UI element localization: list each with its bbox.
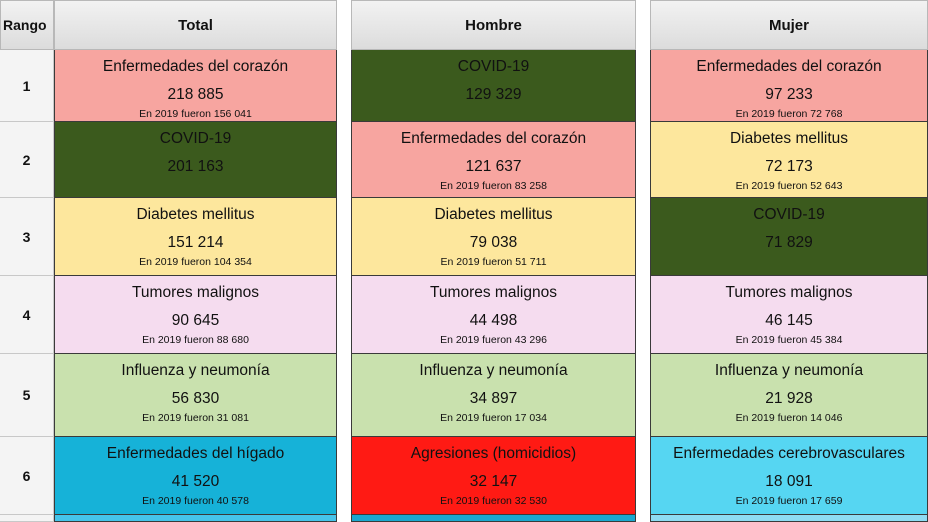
cause-name: Enfermedades cerebrovasculares	[673, 445, 905, 462]
total-cause-cell: Tumores malignos 90 645 En 2019 fueron 8…	[54, 276, 337, 354]
cause-name: Tumores malignos	[725, 284, 853, 301]
mujer-cause-cell: Diabetes mellitus 72 173 En 2019 fueron …	[650, 122, 928, 198]
previous-year-note: En 2019 fueron 72 768	[735, 108, 843, 120]
cause-name: Influenza y neumonía	[714, 362, 864, 379]
cause-name: Tumores malignos	[132, 284, 259, 301]
cause-name: Enfermedades del corazón	[102, 58, 289, 75]
mujer-column: Mujer Enfermedades del corazón 97 233 En…	[650, 0, 928, 522]
rank-4: 4	[0, 276, 54, 354]
mujer-cause-cell: Enfermedades del corazón 97 233 En 2019 …	[650, 50, 928, 122]
total-cause-cell: Diabetes mellitus 151 214 En 2019 fueron…	[54, 198, 337, 276]
rank-2: 2	[0, 122, 54, 198]
mujer-cause-cell: COVID-19 71 829	[650, 198, 928, 276]
death-count: 90 645	[171, 312, 220, 329]
death-count: 32 147	[469, 473, 518, 490]
rank-5: 5	[0, 354, 54, 437]
hombre-cause-cell-partial	[351, 515, 636, 522]
previous-year-note: En 2019 fueron 45 384	[735, 334, 843, 346]
rank-6: 6	[0, 437, 54, 515]
total-cause-cell-partial	[54, 515, 337, 522]
death-count: 21 928	[765, 390, 813, 407]
cause-name: Influenza y neumonía	[121, 362, 270, 379]
total-header: Total	[54, 0, 337, 50]
cause-name: Tumores malignos	[430, 284, 557, 301]
previous-year-note: En 2019 fueron 52 643	[735, 180, 843, 192]
cause-name: Influenza y neumonía	[419, 362, 568, 379]
mujer-header: Mujer	[650, 0, 928, 50]
previous-year-note: En 2019 fueron 31 081	[142, 412, 249, 424]
hombre-cause-cell: Influenza y neumonía 34 897 En 2019 fuer…	[351, 354, 636, 437]
death-count: 151 214	[167, 234, 224, 251]
death-count: 72 173	[765, 158, 813, 175]
previous-year-note: En 2019 fueron 156 041	[139, 108, 252, 120]
death-count: 218 885	[167, 86, 224, 103]
mujer-cause-cell-partial	[650, 515, 928, 522]
rank-column: Rango 1 2 3 4 5 6	[0, 0, 54, 522]
total-cause-cell: Enfermedades del corazón 218 885 En 2019…	[54, 50, 337, 122]
previous-year-note: En 2019 fueron 14 046	[735, 412, 843, 424]
mujer-cause-cell: Influenza y neumonía 21 928 En 2019 fuer…	[650, 354, 928, 437]
death-count: 79 038	[469, 234, 518, 251]
cause-name: Enfermedades del corazón	[696, 58, 882, 75]
previous-year-note: En 2019 fueron 40 578	[142, 495, 249, 507]
cause-name: Diabetes mellitus	[434, 206, 553, 223]
total-cause-cell: COVID-19 201 163	[54, 122, 337, 198]
mujer-cause-cell: Enfermedades cerebrovasculares 18 091 En…	[650, 437, 928, 515]
cause-name: Agresiones (homicidios)	[410, 445, 577, 462]
death-count: 201 163	[167, 158, 224, 175]
previous-year-note: En 2019 fueron 17 659	[735, 495, 843, 507]
total-cause-cell: Influenza y neumonía 56 830 En 2019 fuer…	[54, 354, 337, 437]
death-count: 97 233	[765, 86, 813, 103]
cause-name: COVID-19	[159, 130, 232, 147]
death-count: 46 145	[765, 312, 813, 329]
cause-name: COVID-19	[753, 206, 825, 223]
total-column: Total Enfermedades del corazón 218 885 E…	[54, 0, 337, 522]
cause-name: Diabetes mellitus	[729, 130, 849, 147]
hombre-cause-cell: Enfermedades del corazón 121 637 En 2019…	[351, 122, 636, 198]
previous-year-note: En 2019 fueron 104 354	[139, 256, 252, 268]
cause-name: Enfermedades del hígado	[106, 445, 285, 462]
death-count: 56 830	[171, 390, 220, 407]
hombre-header: Hombre	[351, 0, 636, 50]
previous-year-note: En 2019 fueron 43 296	[440, 334, 547, 346]
death-count: 44 498	[469, 312, 518, 329]
death-count: 71 829	[765, 234, 813, 251]
previous-year-note: En 2019 fueron 32 530	[440, 495, 547, 507]
death-count: 129 329	[465, 86, 522, 103]
death-count: 34 897	[469, 390, 518, 407]
previous-year-note: En 2019 fueron 88 680	[142, 334, 249, 346]
death-count: 41 520	[171, 473, 220, 490]
hombre-cause-cell: Agresiones (homicidios) 32 147 En 2019 f…	[351, 437, 636, 515]
hombre-column: Hombre COVID-19 129 329 Enfermedades del…	[351, 0, 636, 522]
cause-name: COVID-19	[457, 58, 530, 75]
previous-year-note: En 2019 fueron 17 034	[440, 412, 547, 424]
cause-name: Enfermedades del corazón	[400, 130, 587, 147]
rank-header: Rango	[0, 0, 54, 50]
hombre-cause-cell: COVID-19 129 329	[351, 50, 636, 122]
total-cause-cell: Enfermedades del hígado 41 520 En 2019 f…	[54, 437, 337, 515]
previous-year-note: En 2019 fueron 51 711	[440, 256, 547, 268]
cause-name: Diabetes mellitus	[136, 206, 255, 223]
mujer-cause-cell: Tumores malignos 46 145 En 2019 fueron 4…	[650, 276, 928, 354]
rank-7-partial	[0, 515, 54, 522]
hombre-cause-cell: Diabetes mellitus 79 038 En 2019 fueron …	[351, 198, 636, 276]
rank-3: 3	[0, 198, 54, 276]
death-count: 18 091	[765, 473, 813, 490]
rank-1: 1	[0, 50, 54, 122]
hombre-cause-cell: Tumores malignos 44 498 En 2019 fueron 4…	[351, 276, 636, 354]
death-count: 121 637	[465, 158, 522, 175]
previous-year-note: En 2019 fueron 83 258	[440, 180, 547, 192]
